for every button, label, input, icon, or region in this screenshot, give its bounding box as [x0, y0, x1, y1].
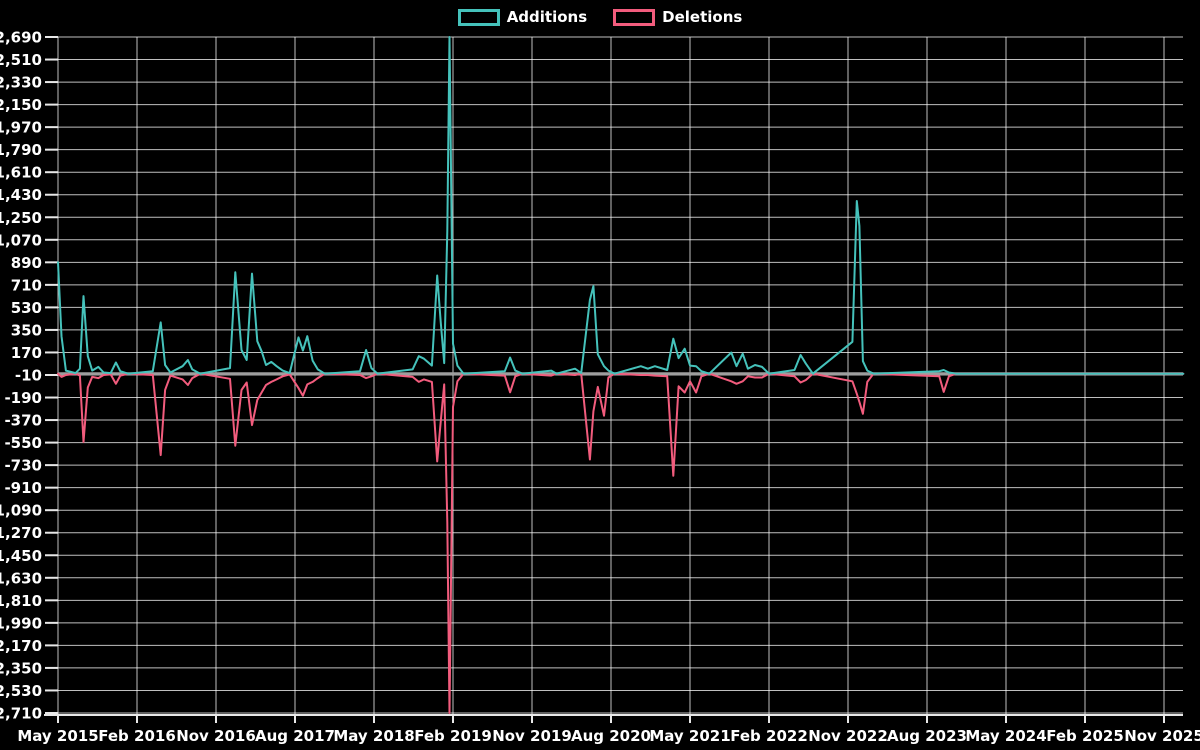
legend-item-deletions[interactable]: Deletions	[613, 8, 742, 26]
y-tick-label: 2,330	[0, 74, 42, 92]
y-tick-label: 2,150	[0, 96, 42, 114]
y-tick-label: -1,270	[0, 524, 42, 542]
deletions-line	[57, 372, 1185, 714]
additions-swatch-icon	[457, 8, 500, 26]
y-tick-label: 1,250	[0, 209, 42, 227]
additions-line	[57, 36, 1185, 375]
y-tick-label: -1,810	[0, 592, 42, 610]
y-tick-label: 350	[11, 321, 42, 339]
legend-label-deletions: Deletions	[662, 8, 743, 26]
x-tick-label: Feb 2022	[730, 727, 808, 745]
x-tick-label: May 2015	[17, 727, 98, 745]
y-tick-label: -190	[4, 389, 42, 407]
y-tick-label: 170	[11, 344, 42, 362]
y-tick-label: -10	[15, 366, 42, 384]
x-tick-label: May 2018	[333, 727, 414, 745]
x-tick-label: Nov 2022	[808, 727, 888, 745]
y-tick-label: -2,350	[0, 659, 42, 677]
y-axis-ticks: 2,690 2,510 2,330 2,150 1,970 1,790 1,610 1,430…	[0, 29, 58, 722]
x-tick-label: Aug 2023	[887, 727, 967, 745]
x-tick-label: Feb 2025	[1046, 727, 1124, 745]
y-tick-label: -730	[4, 457, 42, 475]
x-tick-label: Nov 2016	[176, 727, 256, 745]
y-tick-label: -1,090	[0, 502, 42, 520]
y-tick-label: -1,630	[0, 569, 42, 587]
y-tick-label: 1,970	[0, 119, 42, 137]
x-tick-label: Aug 2017	[255, 727, 335, 745]
y-tick-label: -910	[4, 479, 42, 497]
y-tick-label: 710	[11, 276, 42, 294]
y-tick-label: 1,610	[0, 164, 42, 182]
chart-legend: Additions Deletions	[0, 8, 1200, 26]
legend-label-additions: Additions	[506, 8, 588, 26]
x-tick-label: May 2021	[649, 727, 730, 745]
y-tick-label: -370	[4, 412, 42, 430]
y-tick-label: -2,530	[0, 682, 42, 700]
y-tick-label: 2,690	[0, 29, 42, 47]
y-tick-label: 1,790	[0, 141, 42, 159]
y-tick-label: 890	[11, 254, 42, 272]
x-tick-label: Feb 2016	[98, 727, 176, 745]
y-tick-label: 530	[11, 299, 42, 317]
y-tick-label: -1,450	[0, 547, 42, 565]
x-tick-label: May 2024	[965, 727, 1046, 745]
y-tick-label: 2,510	[0, 51, 42, 69]
y-tick-label: -2,710	[0, 704, 42, 722]
deletions-swatch-icon	[613, 8, 656, 26]
y-tick-label: 1,430	[0, 186, 42, 204]
x-tick-label: Feb 2019	[414, 727, 492, 745]
y-tick-label: -550	[4, 434, 42, 452]
x-tick-label: Nov 2025	[1124, 727, 1200, 745]
y-tick-label: -1,990	[0, 614, 42, 632]
x-tick-label: Aug 2020	[571, 727, 651, 745]
x-tick-label: Nov 2019	[492, 727, 572, 745]
y-tick-label: 1,070	[0, 231, 42, 249]
y-tick-label: -2,170	[0, 637, 42, 655]
y-gridlines	[58, 36, 1183, 714]
legend-item-additions[interactable]: Additions	[457, 8, 588, 26]
